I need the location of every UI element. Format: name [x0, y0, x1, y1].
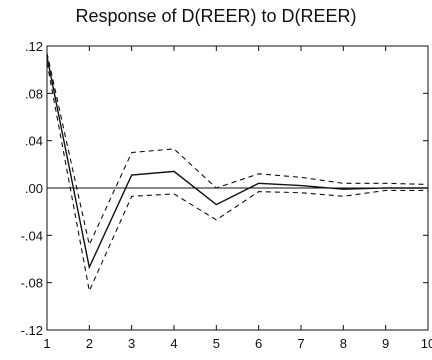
- y-tick-label: -.08: [21, 276, 43, 291]
- y-tick-label: .04: [25, 134, 43, 149]
- lower-band-line: [46, 62, 428, 293]
- x-tick-label: 5: [213, 336, 220, 351]
- x-tick-label: 2: [86, 336, 93, 351]
- x-tick-label: 1: [43, 336, 50, 351]
- upper-band-line: [46, 52, 429, 247]
- chart-title: Response of D(REER) to D(REER): [75, 6, 357, 26]
- y-tick-label: .12: [25, 39, 43, 54]
- y-tick-label: -.04: [21, 228, 43, 243]
- x-tick-label: 10: [421, 336, 432, 351]
- x-tick-label: 3: [128, 336, 135, 351]
- x-tick-label: 4: [170, 336, 177, 351]
- y-tick-label: -.12: [21, 323, 43, 338]
- x-tick-label: 8: [340, 336, 347, 351]
- x-tick-label: 6: [255, 336, 262, 351]
- x-tick-label: 9: [382, 336, 389, 351]
- x-tick-label: 7: [297, 336, 304, 351]
- response-line: [46, 56, 428, 270]
- y-tick-label: .08: [25, 86, 43, 101]
- y-tick-label: .00: [25, 181, 43, 196]
